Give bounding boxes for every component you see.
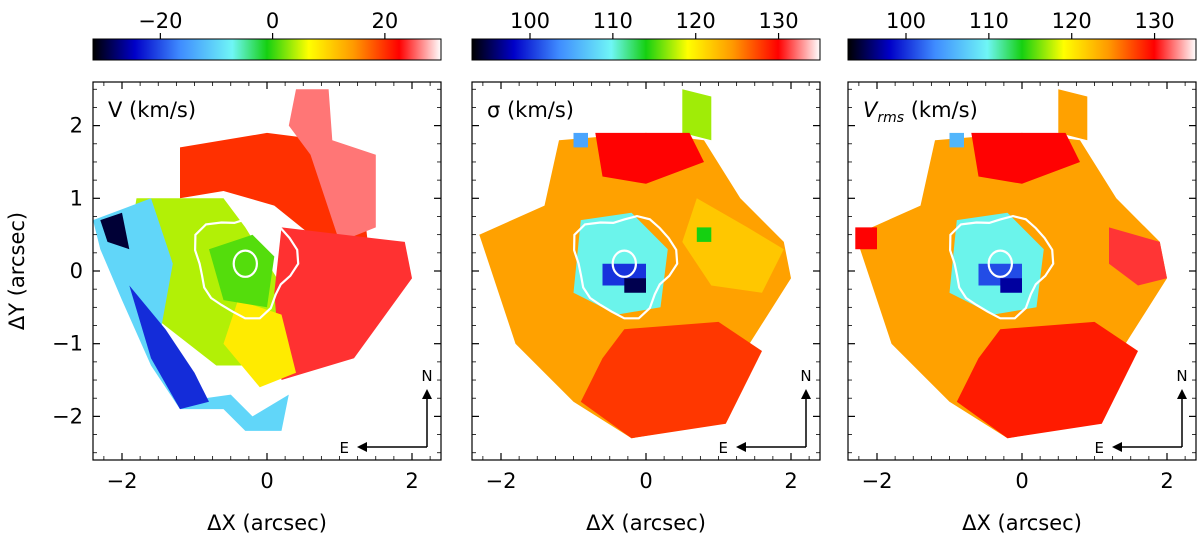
panel-velocity: −20 0 20 V (km/s) −2 0 2 210−1−2 ΔX (arcsec)… bbox=[5, 9, 442, 535]
y-tick-label: 0 bbox=[70, 259, 83, 283]
colorbar-vrms bbox=[847, 38, 1197, 61]
velocity-map bbox=[93, 89, 412, 431]
y-tick-label: 2 bbox=[70, 114, 83, 138]
compass-vrms: NE bbox=[1095, 367, 1188, 457]
y-ticks-vrms bbox=[848, 88, 1196, 454]
colorbar-tick-label: 120 bbox=[676, 9, 716, 33]
east-arrow-head bbox=[357, 442, 367, 452]
compass-east-label: E bbox=[1095, 439, 1104, 457]
north-arrow-head bbox=[422, 389, 432, 399]
x-tick-label: 0 bbox=[1015, 469, 1028, 493]
compass-velocity: NE bbox=[340, 367, 433, 457]
map-region-4 bbox=[223, 300, 296, 388]
outer-contour bbox=[572, 214, 679, 320]
x-tick-label: 0 bbox=[260, 469, 273, 493]
map-region-4 bbox=[682, 198, 784, 293]
outer-contour bbox=[193, 214, 300, 320]
y-tick-label: −2 bbox=[52, 404, 83, 428]
map-region-8 bbox=[949, 132, 964, 148]
map-region-3 bbox=[956, 321, 1138, 439]
y-axis-label: ΔY (arcsec) bbox=[5, 212, 29, 330]
colorbar-tick-label: 20 bbox=[372, 9, 399, 33]
colorbar-tick-label: 110 bbox=[593, 9, 633, 33]
map-region-3 bbox=[580, 321, 762, 439]
y-tick-label: 1 bbox=[70, 186, 83, 210]
x-ticks-velocity: −2 0 2 bbox=[103, 82, 431, 493]
inner-contour bbox=[987, 249, 1014, 278]
x-tick-label: 2 bbox=[784, 469, 797, 493]
colorbar-tick-label: 120 bbox=[1052, 9, 1092, 33]
compass-east-label: E bbox=[719, 439, 728, 457]
compass-dispersion: NE bbox=[719, 367, 812, 457]
map-region-1 bbox=[682, 89, 712, 141]
north-arrow-head bbox=[801, 389, 811, 399]
colorbar-tick-label: 0 bbox=[266, 9, 279, 33]
map-region-6 bbox=[129, 285, 209, 410]
map-region-2 bbox=[595, 132, 704, 184]
map-region-1 bbox=[1058, 89, 1088, 141]
compass-east-label: E bbox=[340, 439, 349, 457]
y-ticks-dispersion bbox=[472, 88, 820, 454]
x-tick-label: 2 bbox=[405, 469, 418, 493]
colorbar-tick-label: 130 bbox=[759, 9, 799, 33]
outer-contour bbox=[948, 214, 1055, 320]
colorbar-ticks-dispersion: 100 110 120 130 bbox=[510, 9, 799, 39]
east-arrow-head bbox=[736, 442, 746, 452]
flux-contours-velocity bbox=[193, 214, 300, 320]
x-tick-label: −2 bbox=[486, 469, 517, 493]
map-region-8 bbox=[209, 234, 275, 308]
x-tick-label: 0 bbox=[639, 469, 652, 493]
compass-north-label: N bbox=[421, 367, 432, 385]
compass-north-label: N bbox=[1176, 367, 1187, 385]
map-region-7 bbox=[1000, 278, 1022, 293]
x-tick-label: −2 bbox=[862, 469, 893, 493]
map-region-9 bbox=[696, 227, 712, 242]
compass-north-label: N bbox=[800, 367, 811, 385]
colorbar-dispersion bbox=[471, 38, 821, 61]
x-axis-label-velocity: ΔX (arcsec) bbox=[207, 511, 327, 535]
panel-title-velocity: V (km/s) bbox=[108, 98, 196, 122]
colorbar-tick-label: 100 bbox=[886, 9, 926, 33]
x-tick-label: −2 bbox=[107, 469, 138, 493]
map-region-9 bbox=[855, 227, 877, 250]
x-axis-label-vrms: ΔX (arcsec) bbox=[962, 511, 1082, 535]
y-ticks-velocity: 2 1 0 −1 −2 bbox=[52, 88, 441, 454]
x-ticks-vrms: −2 0 2 bbox=[858, 82, 1186, 493]
colorbar-tick-label: 100 bbox=[510, 9, 550, 33]
colorbar-ticks-vrms: 100 110 120 130 bbox=[886, 9, 1175, 39]
flux-contours-vrms bbox=[948, 214, 1055, 320]
map-region-3 bbox=[274, 227, 412, 380]
map-region-7 bbox=[100, 212, 130, 250]
inner-contour bbox=[611, 249, 638, 278]
flux-contours-dispersion bbox=[572, 214, 679, 320]
east-arrow-head bbox=[1112, 442, 1122, 452]
inner-contour bbox=[232, 249, 258, 278]
panel-title-vrms: Vrms (km/s) bbox=[863, 98, 978, 126]
x-tick-label: 2 bbox=[1160, 469, 1173, 493]
x-ticks-dispersion: −2 0 2 bbox=[482, 82, 810, 493]
colorbar-ticks-velocity: −20 0 20 bbox=[138, 9, 398, 39]
map-region-5 bbox=[93, 198, 289, 431]
dispersion-map bbox=[479, 89, 791, 439]
colorbar-tick-label: −20 bbox=[138, 9, 182, 33]
colorbar-tick-label: 110 bbox=[969, 9, 1009, 33]
y-tick-label: −1 bbox=[52, 332, 83, 356]
map-region-1 bbox=[288, 89, 376, 242]
panel-dispersion: 100 110 120 130 σ (km/s) −2 0 2 ΔX (arcsec) N… bbox=[471, 9, 821, 535]
panel-vrms: 100 110 120 130 Vrms (km/s) −2 0 2 ΔX (arcsec… bbox=[847, 9, 1197, 535]
x-axis-label-dispersion: ΔX (arcsec) bbox=[586, 511, 706, 535]
north-arrow-head bbox=[1177, 389, 1187, 399]
map-region-8 bbox=[573, 132, 588, 148]
map-region-2 bbox=[971, 132, 1080, 184]
map-region-7 bbox=[624, 278, 646, 293]
panel-title-dispersion: σ (km/s) bbox=[487, 98, 574, 122]
colorbar-tick-label: 130 bbox=[1135, 9, 1175, 33]
map-region-4 bbox=[1109, 227, 1167, 286]
colorbar-velocity bbox=[92, 38, 442, 61]
